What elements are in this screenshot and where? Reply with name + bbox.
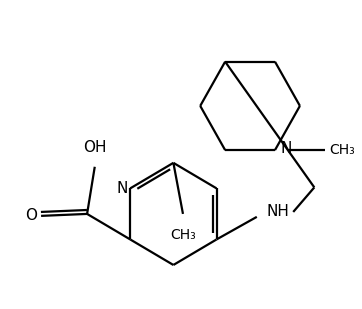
Text: N: N	[117, 181, 128, 196]
Text: NH: NH	[266, 205, 289, 219]
Text: CH₃: CH₃	[330, 143, 355, 157]
Text: N: N	[281, 141, 292, 156]
Text: OH: OH	[83, 140, 106, 155]
Text: CH₃: CH₃	[170, 228, 196, 242]
Text: O: O	[25, 208, 38, 223]
